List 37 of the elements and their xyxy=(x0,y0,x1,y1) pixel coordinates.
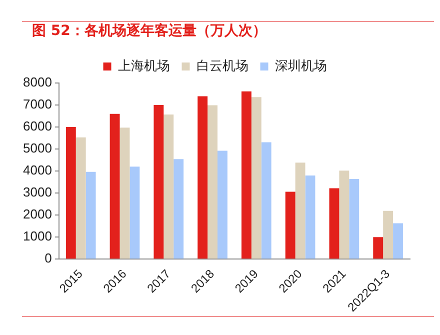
bar xyxy=(86,172,96,259)
bar xyxy=(164,114,174,259)
y-tick-label: 6000 xyxy=(23,118,52,134)
bar xyxy=(217,150,228,259)
y-tick-label: 5000 xyxy=(23,140,52,156)
bar xyxy=(373,237,384,259)
bar xyxy=(130,166,140,259)
bar xyxy=(295,162,306,259)
bar xyxy=(154,105,164,259)
legend-label: 深圳机场 xyxy=(274,58,327,74)
legend-label: 白云机场 xyxy=(196,58,248,74)
chart-title: 图 52：各机场逐年客运量（万人次） xyxy=(32,22,266,40)
bar xyxy=(339,170,350,259)
bar xyxy=(174,159,184,259)
bar xyxy=(329,188,340,259)
bar xyxy=(198,96,208,259)
bar xyxy=(110,114,120,259)
y-tick-label: 2000 xyxy=(23,206,52,222)
bar xyxy=(251,97,262,259)
bar xyxy=(393,223,403,259)
bar xyxy=(208,105,218,259)
bar xyxy=(261,142,272,259)
legend-label: 上海机场 xyxy=(118,58,170,74)
bar xyxy=(76,137,86,259)
y-tick-label: 8000 xyxy=(23,74,52,90)
bar xyxy=(285,192,296,259)
y-tick-label: 7000 xyxy=(23,96,52,112)
bar xyxy=(241,91,252,259)
y-tick-label: 4000 xyxy=(23,162,52,178)
y-tick-label: 3000 xyxy=(23,184,52,200)
bar xyxy=(120,128,130,259)
y-tick-label: 1000 xyxy=(23,228,52,244)
bar xyxy=(66,127,76,259)
bar xyxy=(349,178,360,259)
y-tick-label: 0 xyxy=(44,250,52,266)
bar xyxy=(383,210,394,259)
bar xyxy=(305,175,316,259)
